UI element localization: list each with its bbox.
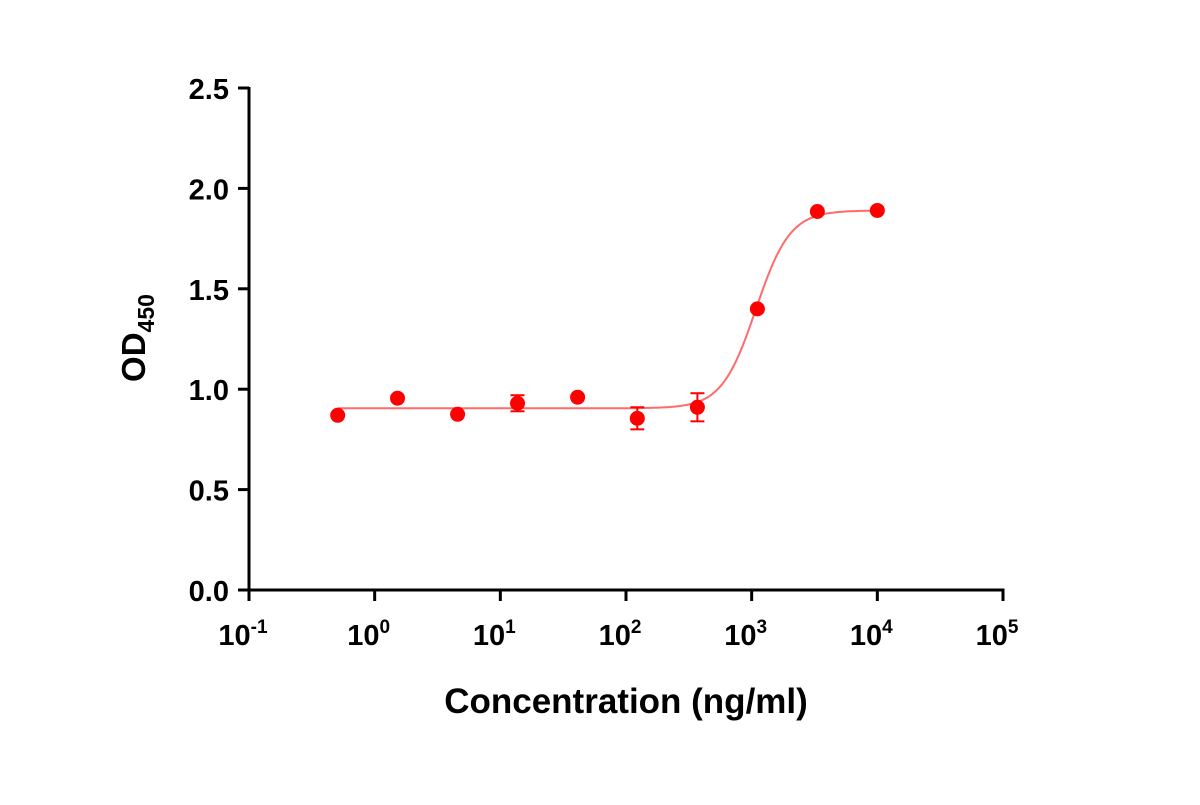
y-tick-label: 0.5: [189, 476, 229, 508]
y-axis-label: OD450: [115, 294, 159, 382]
data-point: [570, 389, 586, 405]
y-axis-label-main: OD: [115, 332, 152, 382]
fit-curve-layer: [337, 209, 878, 410]
data-point: [749, 301, 765, 317]
axes: 0.0 0.5 1.0 1.5 2.0 2.5 10-1 100 101 102 103 104 105: [189, 74, 1019, 652]
x-axis-label: Concentration (ng/ml): [444, 682, 808, 721]
y-axis-label-sub: 450: [133, 294, 159, 332]
data-point: [450, 406, 466, 422]
data-point: [330, 407, 346, 423]
y-tick-label: 1.0: [189, 375, 229, 407]
y-tick-label: 1.5: [189, 275, 229, 307]
y-tick-label: 2.0: [189, 174, 229, 206]
data-point: [390, 390, 406, 406]
x-tick-label: 105: [976, 617, 1019, 652]
data-point: [809, 203, 825, 219]
x-tick-label: 100: [347, 617, 390, 652]
data-point: [629, 410, 645, 426]
x-tick-label: 103: [724, 617, 767, 652]
data-point: [510, 395, 526, 411]
data-point: [869, 202, 885, 218]
y-tick-label: 2.5: [189, 74, 229, 106]
data-point: [689, 399, 705, 415]
x-tick-label: 10-1: [218, 617, 268, 652]
x-tick-label: 104: [850, 617, 893, 652]
fit-curve: [337, 209, 878, 410]
x-tick-label: 102: [599, 617, 642, 652]
x-tick-label: 101: [473, 617, 516, 652]
points-layer: [330, 202, 885, 431]
y-tick-label: 0.0: [189, 576, 229, 608]
